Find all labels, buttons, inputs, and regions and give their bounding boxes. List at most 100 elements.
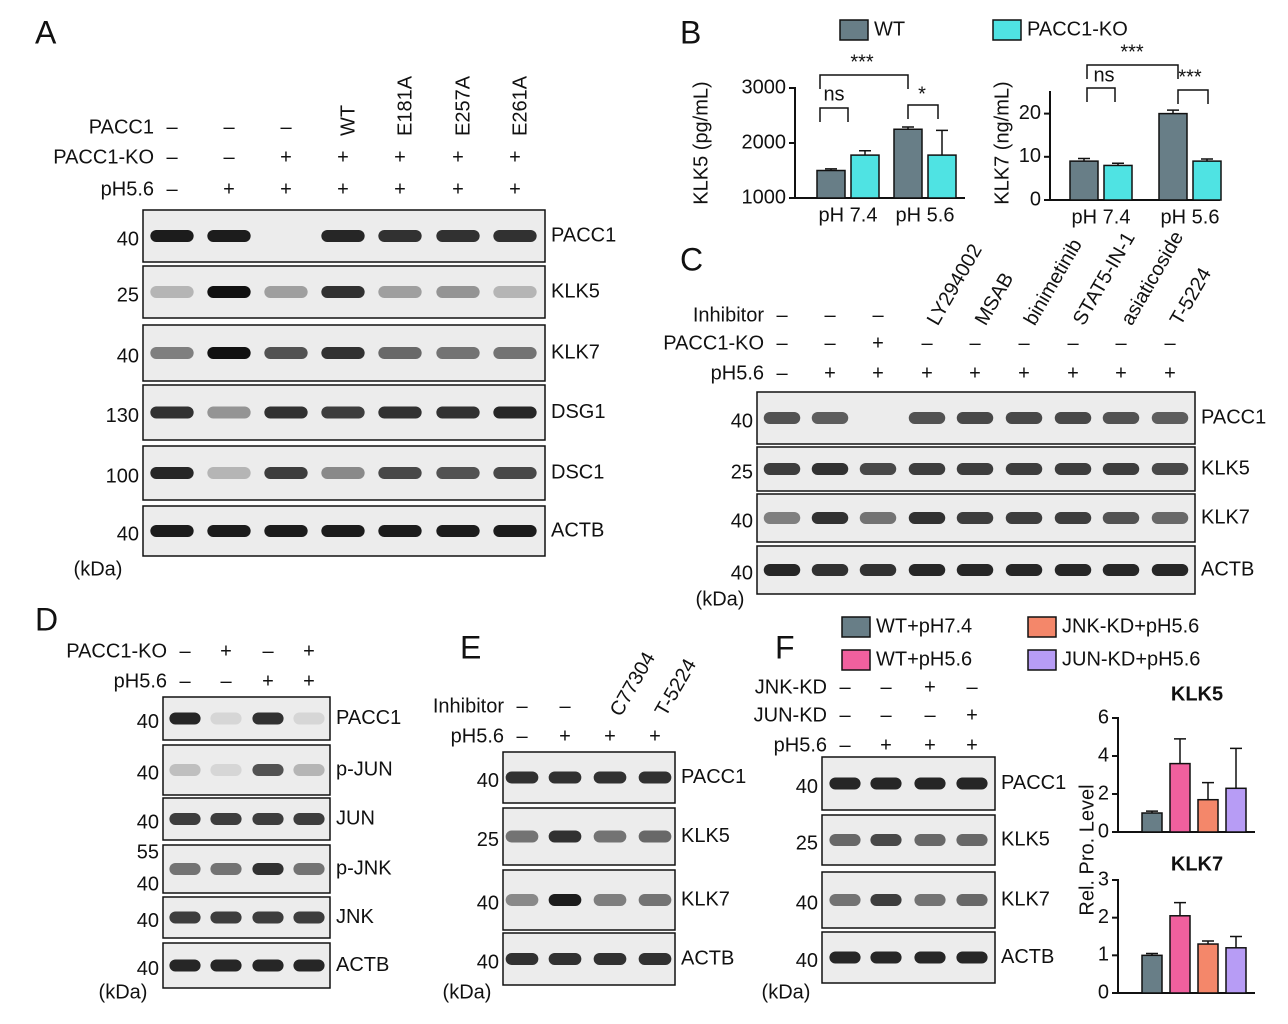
- blot-band: [956, 512, 994, 524]
- condition-sign: –: [223, 116, 235, 138]
- chart-title: KLK5: [1171, 683, 1223, 705]
- blot-band: [150, 347, 194, 359]
- blot-band: [908, 512, 946, 524]
- blot-band: [811, 412, 849, 424]
- blot-band: [593, 830, 627, 843]
- blot-band: [293, 911, 325, 924]
- condition-sign: +: [220, 640, 232, 662]
- blot-band: [638, 830, 672, 843]
- legend-label: JNK-KD+pH5.6: [1062, 615, 1199, 637]
- blot-band: [293, 712, 325, 725]
- blot-band: [210, 712, 242, 725]
- condition-sign: –: [839, 734, 851, 756]
- condition-sign: +: [452, 178, 464, 200]
- blot-name: PACC1: [1001, 772, 1066, 794]
- panel-letter: A: [35, 14, 57, 50]
- bar: [850, 154, 880, 199]
- size-marker: 40: [117, 345, 139, 367]
- blot-band: [908, 412, 946, 424]
- lane-label: T-5224: [1166, 264, 1216, 329]
- blot-band: [150, 286, 194, 298]
- blot-name: JNK: [336, 906, 374, 928]
- blot-band: [207, 286, 251, 298]
- blot-band: [956, 564, 994, 576]
- significance-bracket: [1086, 87, 1116, 102]
- error-bar: [1112, 162, 1124, 166]
- blot-band: [763, 512, 801, 524]
- blot-band: [493, 230, 537, 242]
- blot-band: [593, 894, 627, 906]
- condition-sign: –: [839, 704, 851, 726]
- condition-sign: –: [880, 704, 892, 726]
- y-tick-label: 1: [1098, 944, 1109, 966]
- blot-band: [264, 286, 308, 298]
- size-marker: 40: [137, 811, 159, 833]
- blot-band: [548, 953, 582, 965]
- condition-sign: +: [966, 734, 978, 756]
- size-marker: 40: [796, 950, 818, 972]
- blot-band: [493, 467, 537, 479]
- significance-label: ns: [1093, 64, 1114, 86]
- panel-letter: C: [680, 241, 703, 277]
- blot-band: [378, 406, 422, 419]
- legend-swatch: [1027, 616, 1057, 638]
- condition-sign: –: [872, 304, 884, 326]
- condition-sign: –: [179, 640, 191, 662]
- blot-band: [956, 894, 988, 906]
- blot-name: ACTB: [1001, 946, 1054, 968]
- blot-band: [763, 564, 801, 576]
- size-marker: 40: [137, 873, 159, 895]
- blot-band: [493, 347, 537, 359]
- condition-sign: –: [262, 640, 274, 662]
- blot-band: [493, 286, 537, 298]
- blot-band: [763, 412, 801, 424]
- size-marker: 40: [731, 410, 753, 432]
- blot-band: [321, 467, 365, 479]
- x-tick-label: pH 7.4: [1072, 206, 1131, 228]
- size-marker: 40: [137, 910, 159, 932]
- error-bar: [1174, 738, 1186, 764]
- condition-sign: +: [872, 332, 884, 354]
- size-marker: 40: [731, 510, 753, 532]
- condition-sign: +: [223, 178, 235, 200]
- blot-band: [293, 863, 325, 875]
- blot-band: [811, 463, 849, 475]
- blot-band: [493, 525, 537, 537]
- error-bar: [1146, 810, 1158, 813]
- blot-band: [252, 764, 284, 776]
- blot-band: [859, 512, 897, 524]
- blot-name: ACTB: [336, 954, 389, 976]
- panel-letter: E: [460, 629, 481, 665]
- lane-label: MSAB: [971, 269, 1018, 329]
- bar: [1192, 160, 1222, 201]
- blot-band: [908, 463, 946, 475]
- blot-band: [252, 813, 284, 825]
- blot-band: [870, 834, 902, 846]
- error-bar: [1174, 901, 1186, 916]
- blot-band: [1005, 564, 1043, 576]
- blot-band: [493, 406, 537, 419]
- blot-band: [321, 525, 365, 537]
- condition-sign: +: [924, 676, 936, 698]
- condition-label: pH5.6: [774, 734, 827, 756]
- blot-band: [1151, 412, 1189, 424]
- size-marker: 40: [137, 958, 159, 980]
- blot-band: [436, 286, 480, 298]
- condition-sign: +: [824, 362, 836, 384]
- blot-band: [1151, 564, 1189, 576]
- bar: [893, 128, 923, 199]
- blot-band: [548, 830, 582, 843]
- blot-band: [436, 525, 480, 537]
- y-tick-label: 6: [1098, 706, 1109, 728]
- y-tick-label: 2: [1098, 782, 1109, 804]
- blot-band: [638, 894, 672, 906]
- error-bar: [1230, 747, 1242, 789]
- error-bar: [1202, 940, 1214, 945]
- significance-bracket: [1086, 64, 1179, 79]
- blot-band: [859, 463, 897, 475]
- blot-band: [378, 525, 422, 537]
- size-marker: 55: [137, 841, 159, 863]
- condition-sign: +: [880, 734, 892, 756]
- y-axis-label: Rel. Pro. Level: [1076, 784, 1098, 915]
